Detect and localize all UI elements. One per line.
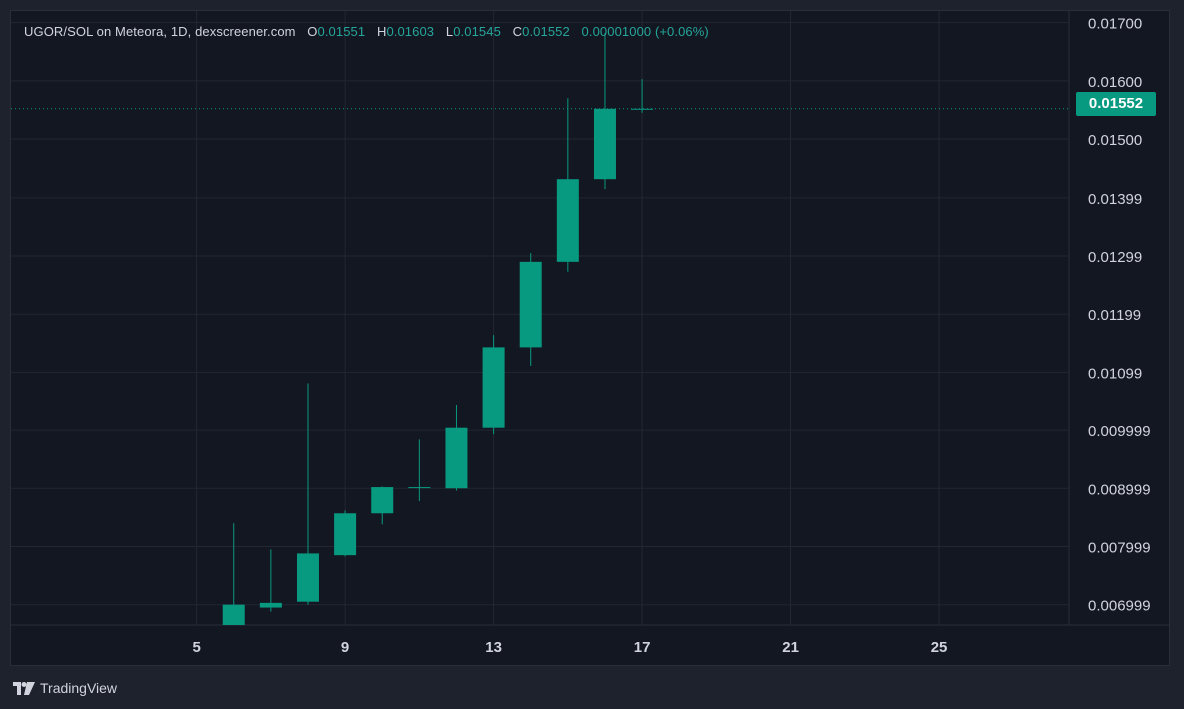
candle: [445, 405, 468, 491]
close-value: 0.01552: [522, 24, 570, 39]
candle-body: [519, 261, 542, 348]
tradingview-label: TradingView: [40, 680, 118, 696]
x-tick-label: 17: [634, 639, 651, 656]
grid-lines: [11, 11, 1069, 625]
candle-body: [445, 427, 468, 489]
candle: [334, 510, 357, 557]
symbol-title: UGOR/SOL on Meteora, 1D, dexscreener.com: [24, 24, 296, 39]
y-tick-label: 0.01199: [1088, 307, 1141, 324]
open-value: 0.01551: [317, 24, 366, 39]
candle-body: [371, 487, 394, 514]
y-tick-label: 0.01700: [1088, 16, 1142, 33]
y-tick-label: 0.008999: [1088, 481, 1151, 498]
y-tick-label: 0.01600: [1088, 74, 1142, 91]
y-tick-label: 0.006999: [1088, 598, 1151, 615]
axes: 0.01700 0.01600 0.01500 0.01399 0.01299 0.011…: [11, 11, 1169, 656]
x-tick-label: 9: [341, 639, 349, 656]
candle: [371, 486, 394, 525]
high-label: H: [376, 24, 387, 39]
candle: [222, 523, 245, 625]
chart-legend: UGOR/SOL on Meteora, 1D, dexscreener.com…: [24, 24, 709, 39]
y-tick-label: 0.007999: [1088, 539, 1151, 556]
candle-body: [296, 553, 319, 602]
change-value: 0.00001000 (+0.06%): [581, 24, 709, 39]
tradingview-logo[interactable]: TradingView: [13, 678, 117, 698]
x-tick-label: 25: [931, 639, 948, 656]
open-label: O: [307, 24, 318, 39]
candle-body: [593, 108, 616, 180]
candle: [631, 79, 654, 113]
candle: [482, 335, 505, 435]
low-value: 0.01545: [453, 24, 501, 39]
y-tick-label: 0.01299: [1088, 249, 1142, 266]
candle: [593, 33, 616, 190]
candle: [408, 439, 431, 502]
candle: [259, 549, 282, 612]
tradingview-icon: [13, 681, 35, 695]
candle-body: [556, 179, 579, 262]
low-label: L: [445, 24, 454, 39]
close-label: C: [512, 24, 523, 39]
candle-body: [631, 108, 654, 110]
x-tick-label: 21: [782, 639, 799, 656]
x-tick-label: 5: [192, 639, 200, 656]
candle-body: [408, 487, 431, 489]
candles: [222, 33, 654, 625]
candle: [296, 383, 319, 605]
y-tick-label: 0.01099: [1088, 365, 1142, 382]
y-tick-label: 0.01500: [1088, 132, 1142, 149]
y-tick-label: 0.009999: [1088, 423, 1151, 440]
candle-body: [259, 602, 282, 608]
candle-body: [334, 513, 357, 556]
candle-body: [222, 604, 245, 625]
candle: [519, 253, 542, 367]
x-tick-label: 13: [485, 639, 502, 656]
candle-body: [482, 347, 505, 428]
y-tick-label: 0.01399: [1088, 191, 1142, 208]
high-value: 0.01603: [386, 24, 435, 39]
chart-frame[interactable]: [10, 10, 1170, 666]
candle: [556, 98, 579, 272]
last-price-tag: 0.01552: [1076, 92, 1156, 116]
